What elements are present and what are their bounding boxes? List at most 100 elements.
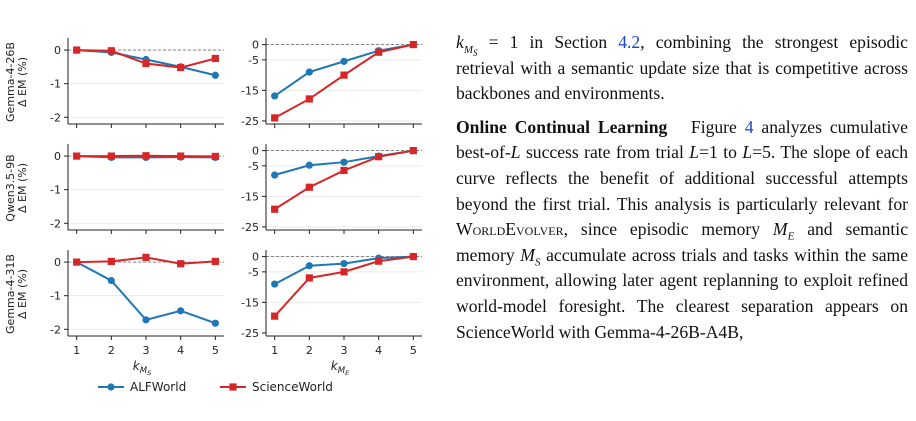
legend: ALFWorld ScienceWorld [98,380,333,394]
data-point-scienceworld [271,312,279,320]
section-link[interactable]: 4.2 [618,32,641,52]
y-tick-label: -5 [248,160,259,173]
x-tick-label: 1 [271,344,278,357]
series-line-alfworld [274,43,414,97]
y-tick-label: -5 [248,266,259,279]
data-point-alfworld [107,276,115,285]
row-ylabel: Gemma-4-26B [4,42,17,122]
row-ylabel: Δ EM (%) [16,269,29,319]
data-point-scienceworld [305,183,313,191]
data-point-alfworld [305,262,313,270]
data-point-scienceworld [409,146,417,155]
data-point-scienceworld [305,95,313,103]
data-point-alfworld [271,171,279,179]
data-point-scienceworld [211,257,219,266]
data-point-scienceworld [375,153,383,161]
data-point-scienceworld [375,48,383,56]
legend-marker [107,383,115,391]
subplot-panel: 0 -5 -15 -25 1 2 3 4 5 [241,250,422,357]
legend-label: ScienceWorld [252,380,333,394]
series-line-alfworld [76,261,216,325]
data-point-scienceworld [142,152,150,160]
y-tick-label: -2 [50,323,61,336]
x-axis-label: kMS [133,359,151,377]
y-tick-label: -25 [241,115,259,128]
data-point-alfworld [142,316,150,324]
data-point-scienceworld [409,40,417,49]
data-point-scienceworld [305,274,313,282]
legend-label: ALFWorld [130,380,186,394]
y-tick-label: 0 [252,145,259,158]
x-tick-label: 3 [143,344,150,357]
y-tick-label: -25 [241,327,259,340]
y-tick-label: -1 [50,78,61,91]
data-point-scienceworld [107,152,115,160]
data-point-alfworld [305,68,313,76]
ablation-figure: Gemma-4-26B Δ EM (%)0-1-20-5-15-25Qwen3.5… [4,38,422,394]
x-axis-label: kME [331,359,350,377]
y-tick-label: -5 [248,54,259,67]
data-point-scienceworld [409,252,417,261]
y-tick-label: 0 [252,251,259,264]
x-tick-label: 2 [306,344,313,357]
figure-link[interactable]: 4 [744,116,754,137]
data-point-alfworld [177,307,185,315]
y-tick-label: -15 [241,190,259,203]
method-name: WorldEvolver [456,219,564,240]
y-tick-label: -2 [50,111,61,124]
data-point-scienceworld [73,152,81,160]
x-tick-label: 5 [212,344,219,357]
data-point-scienceworld [177,260,185,268]
data-point-scienceworld [107,257,115,266]
data-point-alfworld [271,92,279,100]
x-tick-label: 5 [410,344,417,357]
legend-marker [229,383,237,391]
y-tick-label: 0 [54,256,61,269]
row-ylabel: Gemma-4-31B [4,254,17,334]
y-tick-label: -15 [241,84,259,97]
data-point-alfworld [211,319,219,327]
x-tick-label: 3 [341,344,348,357]
body-text-column: kMS = 1 in Section 4.2, combining the st… [456,30,908,345]
data-point-scienceworld [107,47,115,55]
row-ylabel: Qwen3.5-9B [4,154,17,221]
data-point-scienceworld [340,268,348,276]
data-point-scienceworld [73,46,81,54]
data-point-scienceworld [177,152,185,160]
y-tick-label: -25 [241,221,259,234]
data-point-alfworld [271,280,279,288]
data-point-scienceworld [177,63,185,72]
data-point-scienceworld [375,257,383,265]
data-point-scienceworld [73,258,81,266]
y-tick-label: 0 [54,150,61,163]
subplot-panel: 0 -5 -15 -25 [241,144,422,234]
data-point-scienceworld [142,253,150,261]
data-point-scienceworld [142,59,150,68]
subplot-panel: 0 -1 -2 1 2 3 4 5 [50,250,224,357]
y-tick-label: -1 [50,184,61,197]
x-tick-label: 4 [177,344,184,357]
data-point-scienceworld [271,205,279,213]
y-tick-label: 0 [54,44,61,57]
x-tick-label: 4 [375,344,382,357]
data-point-alfworld [340,260,348,268]
data-point-scienceworld [340,166,348,175]
data-point-alfworld [340,158,348,166]
subplot-panel: 0 -5 -15 -25 [241,38,422,128]
y-tick-label: -1 [50,290,61,303]
data-point-scienceworld [211,54,219,63]
data-point-alfworld [340,57,348,65]
paragraph-online-learning: Online Continual Learning Figure 4 analy… [456,116,909,342]
data-point-scienceworld [340,71,348,79]
subplot-panel: 0 -1 -2 [50,38,224,128]
paragraph-conclusion: kMS = 1 in Section 4.2, combining the st… [456,32,908,104]
row-ylabel: Δ EM (%) [16,57,29,107]
y-tick-label: -2 [50,217,61,230]
data-point-alfworld [305,161,313,169]
y-tick-label: 0 [252,39,259,52]
x-tick-label: 1 [73,344,80,357]
paragraph-heading: Online Continual Learning [456,116,668,137]
x-tick-label: 2 [108,344,115,357]
data-point-scienceworld [211,152,219,161]
data-point-scienceworld [271,114,279,122]
